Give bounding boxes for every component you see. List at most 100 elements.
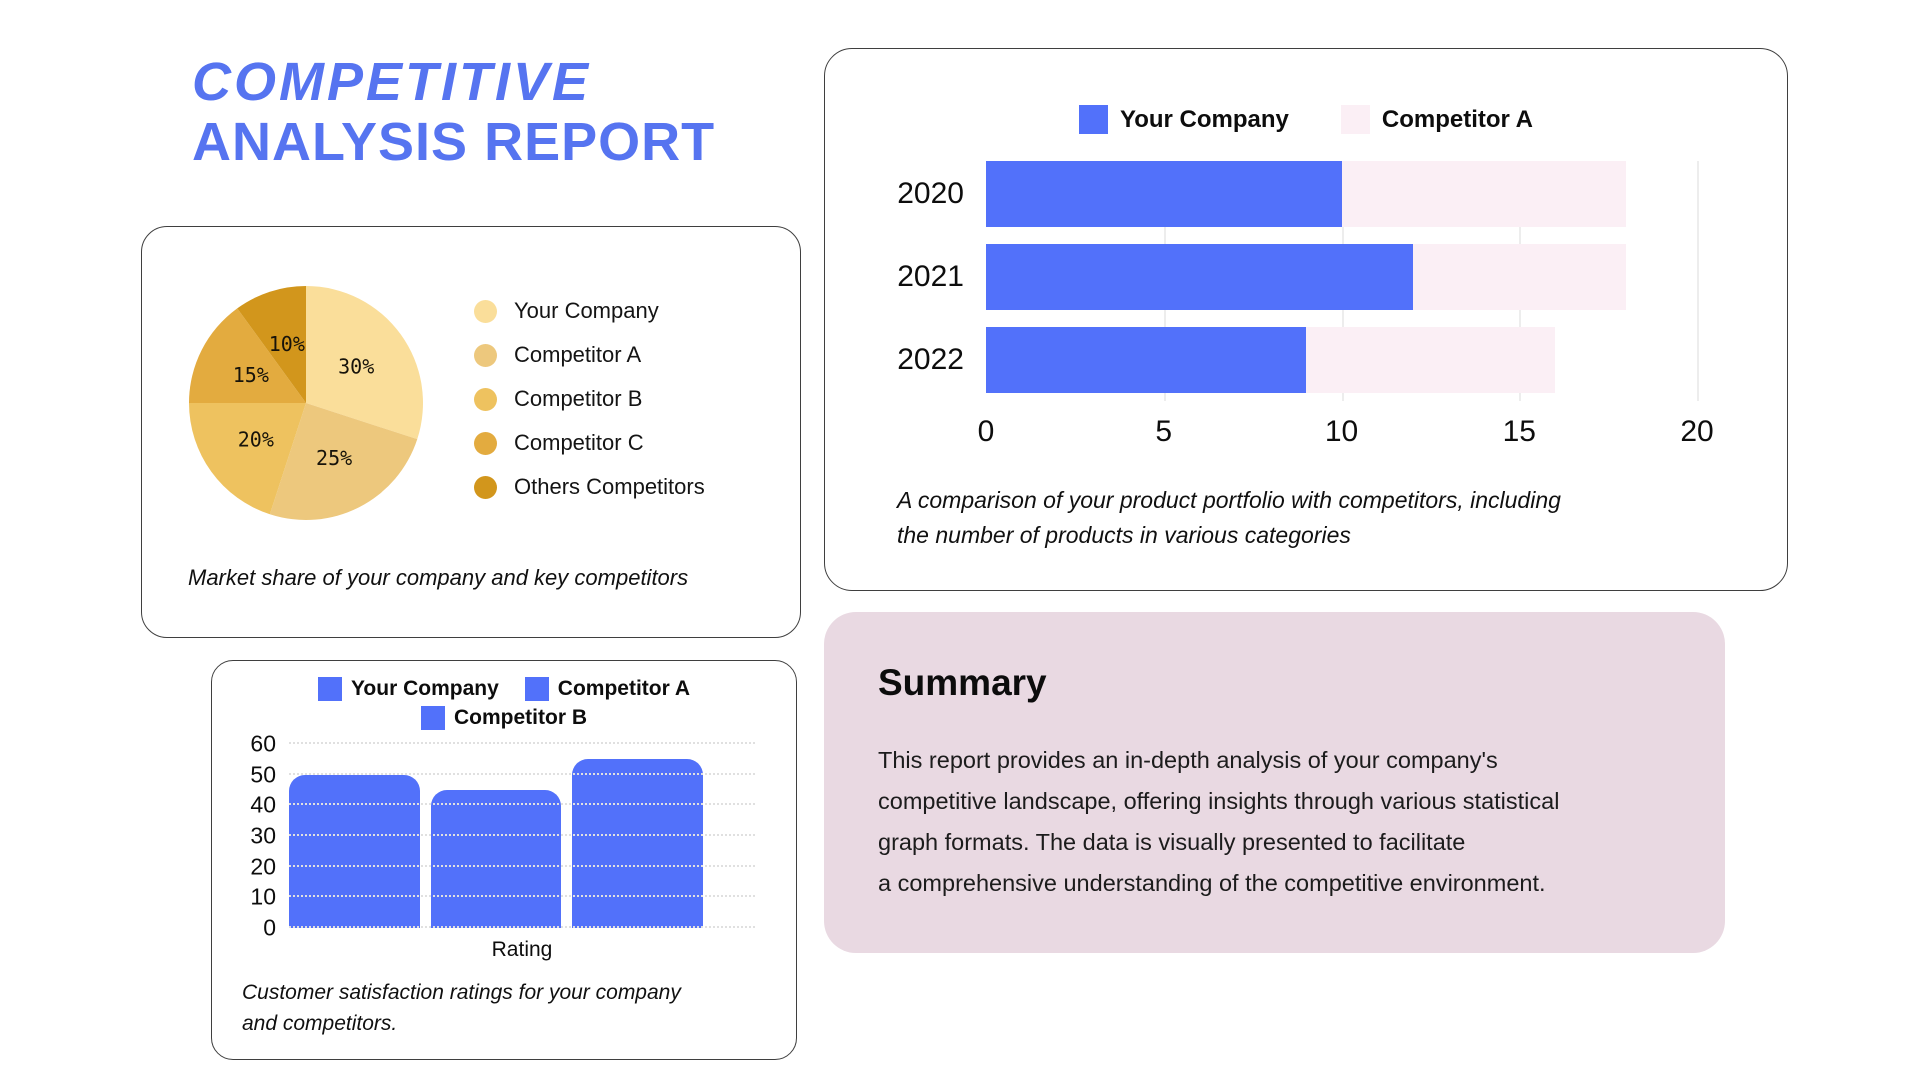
pie-slice-competitor-a (269, 403, 418, 520)
rating-bar-your-company (289, 774, 420, 928)
vbar-y-axis: 0 10 20 30 40 50 60 (220, 731, 276, 941)
legend-swatch (1340, 105, 1370, 134)
vbar-caption-line2: and competitors. (242, 1012, 398, 1035)
y-tick-label: 60 (250, 730, 276, 757)
bar-track (986, 327, 1697, 393)
vbar-x-axis-label: Rating (491, 938, 553, 961)
pie-slice-your-company (306, 286, 423, 440)
product-portfolio-card: Your Company Competitor A 2020 2021 2022 0 5… (824, 48, 1788, 591)
bar-row-2021: 2021 (866, 244, 1697, 310)
y-tick-label: 30 (250, 822, 276, 849)
legend-swatch (524, 677, 549, 701)
page-title: COMPETITIVE ANALYSIS REPORT (192, 52, 715, 172)
pie-legend: Your Company Competitor A Competitor B Comp… (474, 298, 705, 499)
pie-value-label: 10% (269, 332, 305, 356)
gridline (289, 803, 755, 806)
legend-swatch (474, 431, 497, 455)
pie-slice-others-competitors (237, 286, 306, 403)
legend-swatch (317, 677, 342, 701)
pie-value-label: 20% (238, 427, 274, 451)
bar-track (986, 161, 1697, 227)
legend-item-your-company: Your Company (474, 298, 705, 323)
pie-caption: Market share of your company and key com… (188, 565, 689, 590)
bar-segment-competitor-a (1305, 327, 1555, 393)
summary-body-line: graph formats. The data is visually pres… (878, 829, 1466, 855)
legend-item-competitor-b: Competitor B (421, 706, 587, 730)
x-tick-label: 5 (1155, 415, 1173, 448)
legend-swatch (474, 299, 497, 323)
legend-label: Competitor B (454, 706, 587, 729)
legend-swatch (474, 475, 497, 499)
legend-item-competitor-b: Competitor B (474, 386, 705, 411)
gridline (1697, 161, 1699, 401)
x-tick-label: 20 (1680, 415, 1714, 448)
legend-label: Competitor A (514, 342, 642, 367)
y-tick-label: 0 (263, 914, 276, 941)
legend-item-competitor-a: Competitor A (524, 677, 690, 701)
bar-segment-your-company (986, 327, 1306, 393)
x-tick-label: 15 (1502, 415, 1536, 448)
legend-label: Competitor C (514, 430, 644, 455)
bar-row-2022: 2022 (866, 327, 1697, 393)
rating-bar-competitor-a (430, 790, 562, 928)
legend-swatch (421, 706, 445, 730)
legend-label: Your Company (350, 677, 499, 700)
y-tick-label: 50 (250, 761, 276, 788)
rating-bar-competitor-b (572, 759, 704, 928)
market-share-pie-chart: 30% 25% 20% 15%10% (189, 286, 423, 520)
legend-item-your-company: Your Company (1078, 105, 1289, 134)
summary-card: Summary This report provides an in-depth… (824, 612, 1725, 953)
legend-label: Your Company (514, 298, 659, 323)
legend-swatch (1078, 105, 1108, 134)
gridline (289, 895, 755, 898)
legend-item-your-company: Your Company (317, 677, 499, 701)
legend-row: Competitor B (212, 706, 796, 730)
pie-slice-competitor-c (189, 308, 306, 403)
gridline (289, 742, 755, 744)
bar-segment-competitor-a (1412, 244, 1626, 310)
bar-segment-your-company (986, 244, 1413, 310)
vbar-plot (289, 742, 755, 928)
category-label: 2021 (897, 260, 964, 293)
pie-value-label: 30% (338, 355, 374, 379)
hbar-rows: 2020 2021 2022 (866, 161, 1697, 393)
vbar-legend: Your Company Competitor A Competitor B (212, 677, 796, 735)
legend-label: Competitor A (1381, 105, 1533, 133)
bar-track (986, 244, 1697, 310)
bar-segment-competitor-a (1341, 161, 1626, 227)
legend-item-competitor-c: Competitor C (474, 430, 705, 455)
vbar-caption: Customer satisfaction ratings for your c… (242, 977, 681, 1039)
hbar-plot: 2020 2021 2022 (866, 161, 1699, 410)
vbar-caption-line1: Customer satisfaction ratings for your c… (242, 981, 681, 1004)
satisfaction-ratings-card: Your Company Competitor A Competitor B 0 10… (211, 660, 797, 1060)
legend-label: Others Competitors (514, 474, 705, 499)
legend-label: Competitor A (557, 677, 690, 700)
pie-slice-competitor-b (189, 403, 306, 515)
summary-body-line: competitive landscape, offering insights… (878, 788, 1560, 814)
legend-label: Competitor B (514, 386, 643, 411)
legend-label: Your Company (1119, 105, 1289, 133)
x-tick-label: 10 (1324, 415, 1359, 448)
market-share-card: 30% 25% 20% 15% 10% Your Company Competitor A… (141, 226, 801, 638)
summary-body: This report provides an in-depth analysi… (878, 740, 1678, 904)
legend-swatch (474, 343, 497, 367)
bar-row-2020: 2020 (866, 161, 1697, 227)
gridline (289, 772, 755, 775)
pie-value-label: 25% (316, 446, 352, 470)
legend-swatch (474, 387, 497, 411)
legend-row: Your Company Competitor A (212, 677, 796, 701)
legend-item-competitor-a: Competitor A (474, 342, 705, 367)
y-tick-label: 10 (250, 883, 276, 910)
category-label: 2022 (897, 343, 964, 376)
pie-value-label: 15% (233, 363, 269, 387)
page-title-line1: COMPETITIVE (192, 52, 592, 112)
bar-segment-your-company (986, 161, 1342, 227)
summary-heading: Summary (878, 662, 1047, 703)
gridline (289, 834, 755, 836)
summary-body-line: a comprehensive understanding of the com… (878, 870, 1546, 896)
y-tick-label: 20 (250, 853, 276, 880)
legend-item-competitor-a: Competitor A (1340, 105, 1533, 134)
hbar-caption-line1: A comparison of your product portfolio w… (897, 487, 1561, 513)
y-tick-label: 40 (250, 791, 276, 818)
